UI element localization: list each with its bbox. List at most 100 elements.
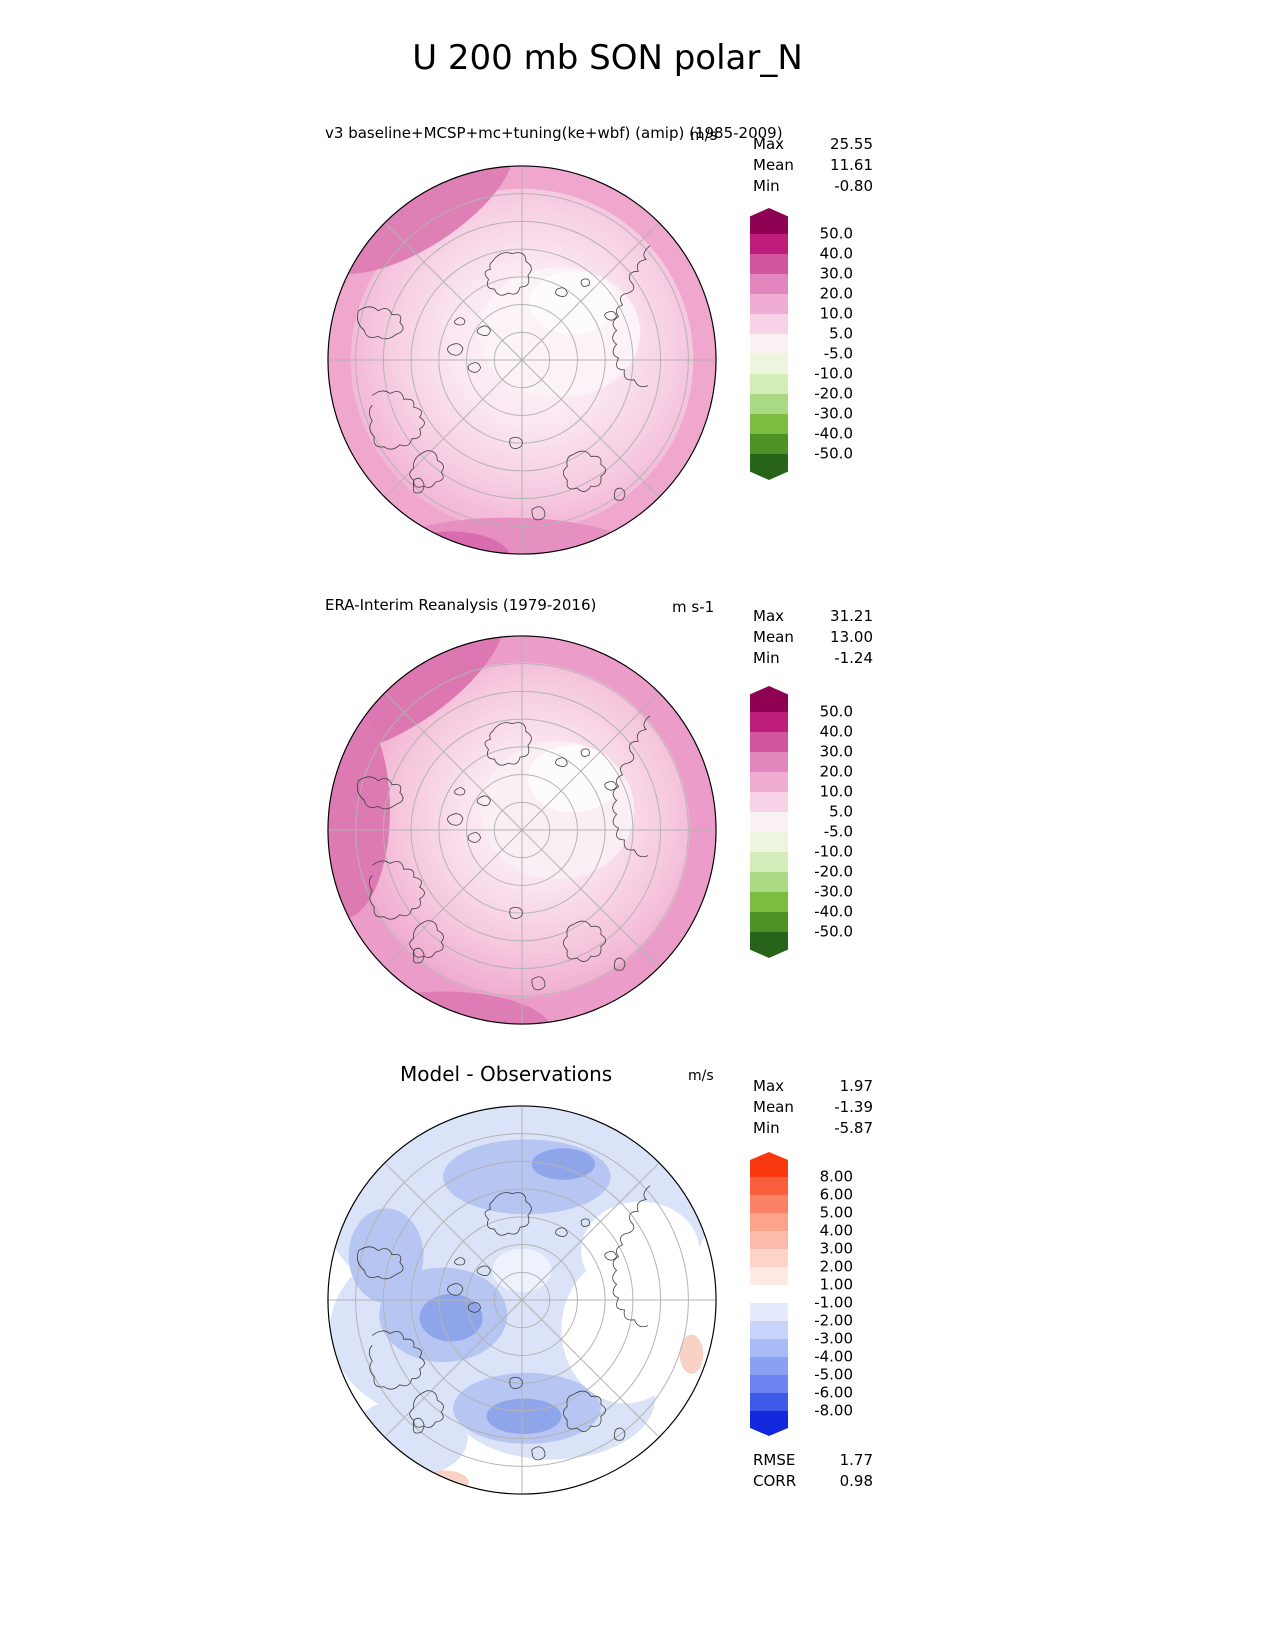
stat-value: -1.39	[834, 1098, 873, 1116]
colorbar-tick-label: -10.0	[814, 842, 853, 861]
stat-row: Min -5.87	[753, 1118, 873, 1139]
colorbar-cell	[750, 208, 788, 234]
colorbar-tick-label: -2.00	[814, 1311, 853, 1330]
colorbar-difference: 8.00 6.00 5.00 4.00 3.00 2.00 1.00 -1.00 -2.00 -3…	[750, 1152, 853, 1436]
colorbar-tick-label: 10.0	[819, 304, 853, 323]
colorbar-tick-label: -5.00	[814, 1365, 853, 1384]
panel3-extra-stats: RMSE 1.77 CORR 0.98	[753, 1450, 873, 1492]
colorbar-labels: 8.00 6.00 5.00 4.00 3.00 2.00 1.00 -1.00 -2.00 -3…	[795, 1152, 853, 1436]
graticule-lines	[327, 165, 717, 555]
colorbar-cell	[750, 1375, 788, 1393]
stat-row: Max 1.97	[753, 1076, 873, 1097]
stat-value: -0.80	[834, 177, 873, 195]
graticule-lines	[327, 635, 717, 1025]
colorbar-tick-label: -6.00	[814, 1383, 853, 1402]
colorbar-cell	[750, 1195, 788, 1213]
colorbar-cell	[750, 1321, 788, 1339]
stat-label: Min	[753, 649, 780, 667]
stat-row: Mean 11.61	[753, 155, 873, 176]
panel1-stats: Max 25.55 Mean 11.61 Min -0.80	[753, 134, 873, 197]
colorbar-cell	[750, 892, 788, 912]
colorbar-tick-label: -20.0	[814, 384, 853, 403]
colorbar-tick-label: 50.0	[819, 224, 853, 243]
colorbar-tick-label: 5.00	[819, 1203, 853, 1222]
colorbar-tick-label: -50.0	[814, 444, 853, 463]
stat-value: 0.98	[839, 1472, 873, 1490]
colorbar-tick-label: -4.00	[814, 1347, 853, 1366]
colorbar-cell	[750, 1285, 788, 1303]
stat-value: -1.24	[834, 649, 873, 667]
colorbar-tick-label: 5.0	[829, 802, 853, 821]
stat-row: Mean 13.00	[753, 627, 873, 648]
colorbar-cell	[750, 712, 788, 732]
colorbar-tick-label: 4.00	[819, 1221, 853, 1240]
stat-row: CORR 0.98	[753, 1471, 873, 1492]
colorbar-tick-label: -5.0	[823, 344, 853, 363]
colorbar-tick-label: 3.00	[819, 1239, 853, 1258]
colorbar-tick-label: 1.00	[819, 1275, 853, 1294]
panel3-units-label: m/s	[688, 1068, 714, 1084]
colorbar-tick-label: -5.0	[823, 822, 853, 841]
colorbar-cell	[750, 1177, 788, 1195]
colorbar-tick-label: 50.0	[819, 702, 853, 721]
stat-value: 1.77	[839, 1451, 873, 1469]
colorbar-tick-label: -8.00	[814, 1401, 853, 1420]
graticule-lines	[327, 1105, 717, 1495]
colorbar-tick-label: 6.00	[819, 1185, 853, 1204]
colorbar-model: 50.0 40.0 30.0 20.0 10.0 5.0 -5.0 -10.0 -20.0 -30…	[750, 208, 853, 480]
colorbar-tick-label: 40.0	[819, 244, 853, 263]
colorbar-tick-label: -20.0	[814, 862, 853, 881]
colorbar-tick-label: 10.0	[819, 782, 853, 801]
stat-label: Min	[753, 177, 780, 195]
stat-value: 1.97	[839, 1077, 873, 1095]
colorbar-cell	[750, 454, 788, 480]
panel3-subtitle: Model - Observations	[400, 1062, 613, 1086]
stat-row: RMSE 1.77	[753, 1450, 873, 1471]
stat-value: 13.00	[830, 628, 873, 646]
stat-value: 31.21	[830, 607, 873, 625]
stat-label: Mean	[753, 628, 794, 646]
colorbar-cell	[750, 752, 788, 772]
colorbar-cell	[750, 334, 788, 354]
stat-value: 25.55	[830, 135, 873, 153]
colorbar-bar	[750, 1152, 788, 1436]
colorbar-tick-label: 2.00	[819, 1257, 853, 1276]
colorbar-labels: 50.0 40.0 30.0 20.0 10.0 5.0 -5.0 -10.0 -20.0 -30…	[795, 686, 853, 958]
stat-label: CORR	[753, 1472, 797, 1490]
stat-row: Max 31.21	[753, 606, 873, 627]
map-boundary	[327, 1105, 717, 1495]
stat-label: Mean	[753, 1098, 794, 1116]
colorbar-cell	[750, 1339, 788, 1357]
stat-label: Max	[753, 135, 785, 153]
colorbar-tick-label: -40.0	[814, 424, 853, 443]
colorbar-tick-label: -40.0	[814, 902, 853, 921]
colorbar-cell	[750, 274, 788, 294]
colorbar-cell	[750, 414, 788, 434]
colorbar-cell	[750, 254, 788, 274]
stat-row: Min -1.24	[753, 648, 873, 669]
colorbar-cell	[750, 1393, 788, 1411]
stat-row: Mean -1.39	[753, 1097, 873, 1118]
colorbar-tick-label: 30.0	[819, 742, 853, 761]
colorbar-tick-label: -50.0	[814, 922, 853, 941]
page-title: U 200 mb SON polar_N	[412, 38, 803, 78]
colorbar-tick-label: -3.00	[814, 1329, 853, 1348]
stat-label: Mean	[753, 156, 794, 174]
colorbar-cell	[750, 1213, 788, 1231]
colorbar-cell	[750, 1152, 788, 1177]
panel2-stats: Max 31.21 Mean 13.00 Min -1.24	[753, 606, 873, 669]
stat-value: -5.87	[834, 1119, 873, 1137]
map-model	[327, 165, 717, 555]
stat-label: Max	[753, 1077, 785, 1095]
stat-row: Max 25.55	[753, 134, 873, 155]
colorbar-tick-label: 20.0	[819, 284, 853, 303]
colorbar-cell	[750, 234, 788, 254]
colorbar-cell	[750, 1267, 788, 1285]
colorbar-cell	[750, 1411, 788, 1436]
map-boundary	[327, 165, 717, 555]
colorbar-cell	[750, 772, 788, 792]
colorbar-cell	[750, 852, 788, 872]
colorbar-bar	[750, 208, 788, 480]
stat-label: RMSE	[753, 1451, 796, 1469]
colorbar-cell	[750, 374, 788, 394]
